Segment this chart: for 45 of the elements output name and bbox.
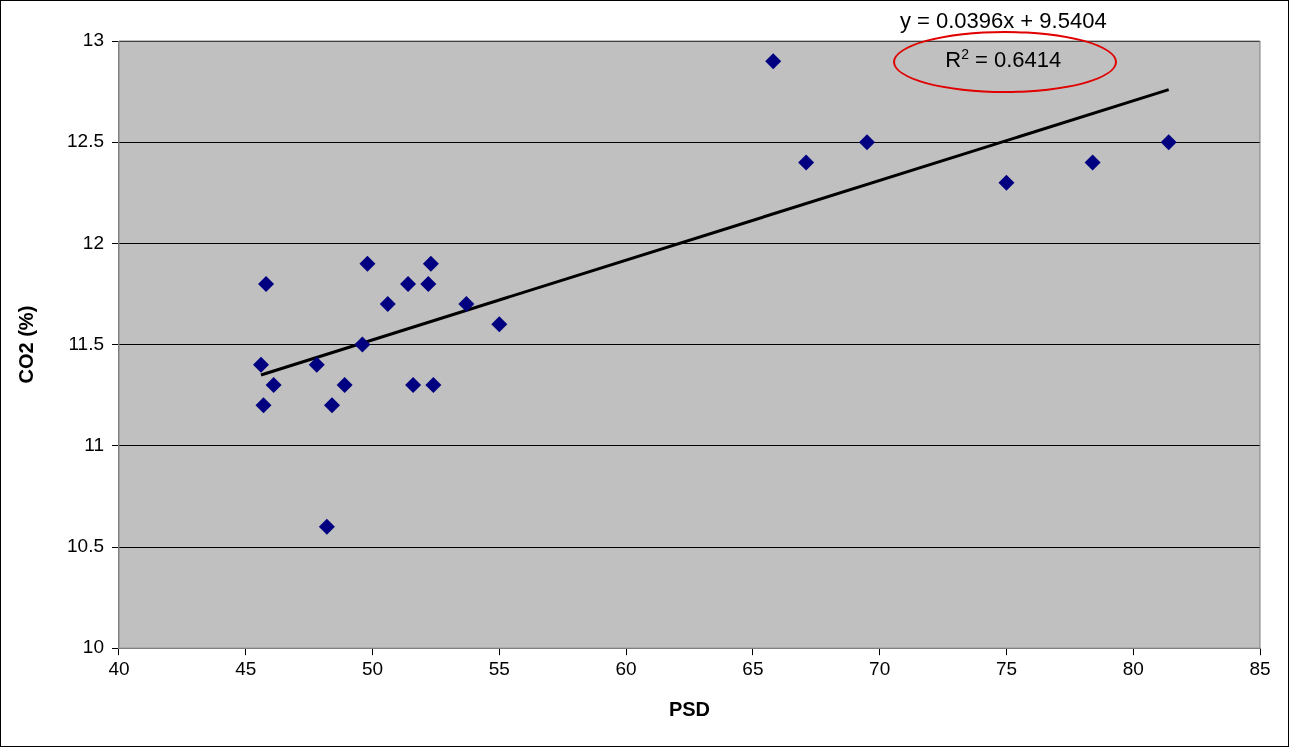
point (420, 275, 437, 292)
point (400, 275, 417, 292)
point (323, 397, 340, 414)
x-tick-label: 50 (361, 657, 384, 679)
x-tick-label: 55 (488, 657, 510, 679)
point (458, 296, 475, 313)
y-axis-title: CO2 (%) (14, 305, 37, 384)
point (425, 377, 442, 394)
y-tick-label: 11.5 (68, 332, 104, 354)
point (379, 296, 396, 313)
point (422, 255, 439, 272)
x-tick-label: 60 (615, 657, 637, 679)
y-tick-label: 11 (84, 434, 104, 456)
x-tick-label: 45 (235, 657, 257, 679)
point (318, 518, 335, 535)
y-tick-label: 13 (82, 29, 104, 51)
text: y = 0.0396x + 9.5404 (899, 8, 1107, 34)
point (405, 377, 422, 394)
point (258, 275, 275, 292)
x-tick-label: 85 (1249, 657, 1271, 679)
x-axis-title: PSD (668, 697, 711, 720)
y-tick-label: 12.5 (67, 130, 104, 152)
point (998, 174, 1015, 191)
point (265, 377, 282, 394)
point (491, 316, 508, 333)
x-tick-label: 70 (869, 657, 891, 679)
y-tick-label: 10.5 (67, 535, 104, 557)
point (798, 154, 815, 171)
point (765, 53, 782, 70)
x-tick-label: 80 (1122, 657, 1144, 679)
point (354, 336, 371, 353)
point (255, 397, 272, 414)
point (1160, 134, 1177, 151)
annotation: R$^{2}$ = 0.6414 (945, 46, 1062, 74)
x-tick-label: 40 (108, 657, 130, 679)
x-tick-label: 65 (742, 657, 764, 679)
y-tick-label: 12 (82, 231, 104, 253)
y-tick-label: 10 (82, 636, 104, 658)
point (336, 377, 353, 394)
point (252, 356, 269, 373)
point (1084, 154, 1101, 171)
point (359, 255, 376, 272)
point (858, 134, 875, 151)
x-tick-label: 75 (995, 657, 1018, 679)
point (308, 356, 325, 373)
